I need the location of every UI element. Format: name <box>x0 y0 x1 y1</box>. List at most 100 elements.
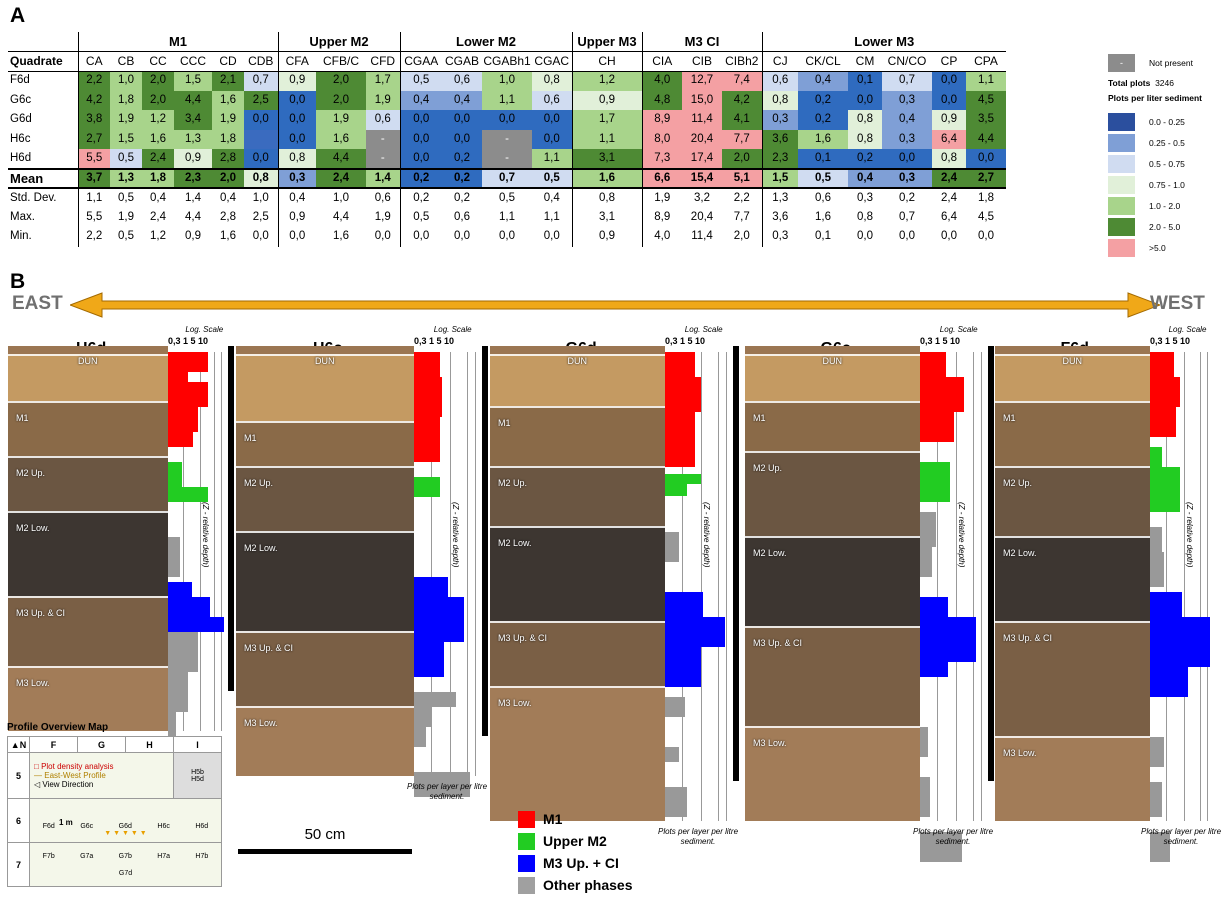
table-cell: 0,0 <box>932 71 966 91</box>
table-cell: 2,0 <box>733 230 750 242</box>
histogram-bar <box>920 512 936 547</box>
histogram-bar <box>665 532 679 562</box>
table-cell: 4,0 <box>641 71 682 91</box>
table-cell: 1,8 <box>110 90 142 110</box>
depth-axis-label: (Z - relative depth) <box>957 502 967 568</box>
table-cell: 11,4 <box>691 230 713 242</box>
table-cell: 0,0 <box>244 149 278 169</box>
table-cell: 2,4 <box>142 149 174 169</box>
table-cell: 5,5 <box>77 149 110 169</box>
depth-axis-label: (Z - relative depth) <box>1185 502 1195 568</box>
table-cell: 0,2 <box>848 149 882 169</box>
column-header: CK/CL <box>798 51 848 72</box>
layer-boundary <box>236 466 414 468</box>
histogram-bar <box>168 487 208 502</box>
log-scale-ticks: 0,3 1 5 10 <box>665 336 706 346</box>
log-scale-label: Log. Scale <box>185 325 224 334</box>
table-cell: 0,4 <box>399 90 442 110</box>
sediment-layer <box>745 401 920 451</box>
table-cell: 0,0 <box>848 90 882 110</box>
section-photo: DUN M1 M2 Up. M2 Low. M3 Up. & CI M3 Low. <box>490 346 665 821</box>
profile-separator <box>988 346 994 781</box>
histogram-gridline <box>199 352 201 731</box>
column-header: CCC <box>174 51 212 72</box>
histogram-bar <box>168 462 182 487</box>
table-cell: 0,0 <box>442 110 482 130</box>
table-cell: 20,4 <box>682 129 722 149</box>
layer-boundary <box>236 631 414 633</box>
histogram-bar <box>414 377 442 417</box>
table-cell: 2,5 <box>244 90 278 110</box>
histogram-gridline <box>717 352 719 821</box>
table-cell: 1,6 <box>316 129 366 149</box>
table-cell: 1,6 <box>571 167 642 189</box>
table-cell: 2,0 <box>212 167 244 189</box>
histogram-bar <box>665 592 703 617</box>
layer-label: M2 Low. <box>498 538 532 548</box>
histogram-gridline <box>725 352 727 821</box>
legend-swatch <box>1108 133 1135 152</box>
layer-boundary <box>995 621 1150 623</box>
legend-title: Plots per liter sediment <box>1108 93 1202 103</box>
layer-label: M2 Low. <box>16 523 50 533</box>
table-cell: 1,0 <box>482 71 532 91</box>
sediment-layer <box>995 621 1150 736</box>
table-cell: 0,0 <box>399 149 442 169</box>
table-cell: 0,6 <box>374 191 391 204</box>
histogram-bar <box>920 617 976 662</box>
table-cell: 0,9 <box>571 90 642 110</box>
layer-boundary <box>490 621 665 623</box>
density-table: M1 Upper M2 Lower M2 Upper M3 M3 CI Lower M3 … <box>8 32 1006 247</box>
table-cell: 0,8 <box>532 71 572 91</box>
column-header: CP <box>932 51 966 72</box>
layer-label: M2 Up. <box>1003 478 1033 488</box>
histogram-bar <box>1150 592 1182 617</box>
sediment-layer <box>490 406 665 466</box>
panel-a-label: A <box>10 4 26 27</box>
table-cell: 0,1 <box>798 149 848 169</box>
table-cell: 2,2 <box>733 191 750 204</box>
total-plots-value: 3246 <box>1155 78 1174 88</box>
table-cell: 2,4 <box>316 167 366 189</box>
layer-boundary <box>745 726 920 728</box>
histogram-bar <box>414 642 444 677</box>
layer-boundary <box>490 686 665 688</box>
table-cell: 1,5 <box>110 129 142 149</box>
sediment-layer <box>236 631 414 706</box>
table-cell: 0,4 <box>798 71 848 91</box>
table-cell: 2,1 <box>212 71 244 91</box>
layer-label: DUN <box>78 356 98 366</box>
table-cell: 4,5 <box>978 210 994 223</box>
legend-swatch <box>1108 112 1135 131</box>
table-cell: 0,0 <box>882 149 932 169</box>
table-cell: 3,6 <box>761 207 798 227</box>
log-scale-ticks: 0,3 1 5 10 <box>168 336 209 346</box>
layer-label: M2 Low. <box>753 548 787 558</box>
layer-label: M3 Up. & CI <box>16 608 66 618</box>
legend-label: 0.0 - 0.25 <box>1149 116 1185 127</box>
histogram-bar <box>665 377 701 412</box>
table-cell: 1,0 <box>110 71 142 91</box>
table-cell: 0,4 <box>543 191 560 204</box>
table-cell: 3,6 <box>761 129 798 149</box>
table-cell: 4,8 <box>641 90 682 110</box>
histogram-gridline <box>474 352 476 776</box>
histogram-gridline <box>1184 352 1186 821</box>
table-cell: 1,9 <box>374 210 391 223</box>
table-cell: 0,0 <box>277 110 316 130</box>
table-cell: 0,0 <box>252 230 269 242</box>
histogram-bar <box>1150 352 1174 377</box>
histogram-bar <box>414 692 456 707</box>
map-scale: 1 m <box>59 818 73 827</box>
table-cell: 0,3 <box>857 191 873 204</box>
layer-boundary <box>490 354 665 356</box>
histogram-caption: Plots per layer per litre sediment. <box>1140 827 1222 846</box>
table-cell: 0,0 <box>899 230 915 242</box>
table-cell: 0,0 <box>499 230 515 242</box>
histogram-gridline <box>450 352 452 776</box>
table-cell: 0,2 <box>399 167 442 189</box>
column-header: CFD <box>366 51 400 72</box>
table-cell: 2,4 <box>932 167 966 189</box>
table-cell: 1,4 <box>185 191 201 204</box>
table-row: Max. 5,5 1,9 2,4 4,4 2,8 2,5 0,9 4,4 1,9 0,5 0,6 1,1… <box>8 207 1006 227</box>
